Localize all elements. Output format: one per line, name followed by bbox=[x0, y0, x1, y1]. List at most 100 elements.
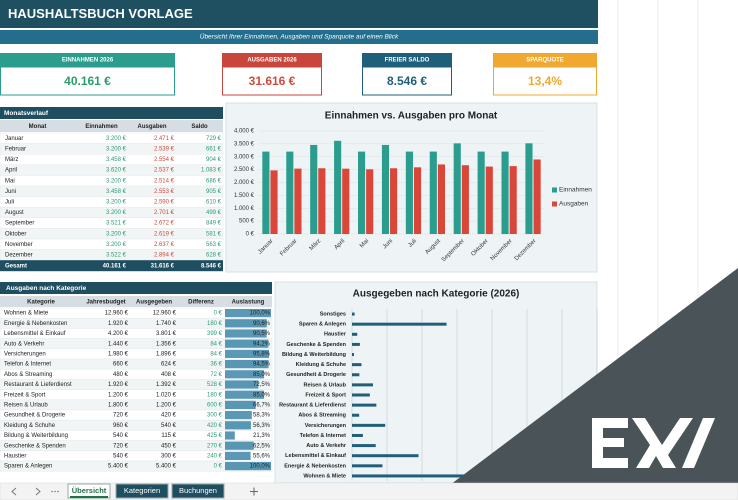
table-cell: 2.637 € bbox=[154, 242, 175, 248]
bar bbox=[352, 312, 355, 316]
bar bbox=[334, 140, 342, 234]
bar bbox=[352, 454, 419, 458]
table-cell: 1.896 € bbox=[156, 351, 177, 357]
utilization-bar bbox=[225, 360, 269, 369]
legend-label: Einnahmen bbox=[559, 187, 592, 194]
bar bbox=[352, 464, 383, 468]
bar bbox=[352, 444, 376, 448]
bar bbox=[381, 144, 390, 234]
y-tick-label: 3.500 € bbox=[234, 141, 255, 147]
table-cell: 72 € bbox=[210, 372, 222, 378]
y-tick-label: Energie & Nebenkosten bbox=[284, 463, 346, 469]
table-cell: 686 € bbox=[206, 178, 222, 184]
bar bbox=[352, 383, 373, 387]
table-cell: 1.920 € bbox=[108, 321, 129, 327]
kpi-label: EINNAHMEN 2026 bbox=[62, 58, 114, 64]
table-cell: 408 € bbox=[161, 372, 177, 378]
bar bbox=[352, 393, 370, 397]
table-title: Ausgaben nach Kategorie bbox=[6, 285, 87, 292]
y-tick-label: Reisen & Urlaub bbox=[304, 382, 347, 388]
utilization-label: 21,3% bbox=[253, 433, 271, 439]
bar bbox=[477, 151, 485, 234]
table-cell: 849 € bbox=[206, 221, 222, 227]
table-cell: 581 € bbox=[206, 231, 222, 237]
bar bbox=[461, 165, 469, 234]
table-cell: Geschenke & Spenden bbox=[4, 443, 66, 449]
column-header: Differenz bbox=[188, 300, 214, 306]
table-cell: April bbox=[5, 168, 17, 174]
column-header: Jahresbudget bbox=[86, 300, 125, 306]
utilization-bar bbox=[225, 411, 252, 420]
table-cell: 610 € bbox=[206, 199, 222, 205]
page-title: HAUSHALTSBUCH VORLAGE bbox=[8, 6, 193, 21]
bar bbox=[352, 413, 360, 417]
y-tick-label: Abos & Streaming bbox=[298, 413, 346, 419]
utilization-label: 58,3% bbox=[253, 413, 271, 419]
utilization-label: 85,0% bbox=[253, 372, 271, 378]
more-dot bbox=[54, 490, 56, 493]
table-cell: 729 € bbox=[206, 136, 222, 142]
table-cell: 2.672 € bbox=[154, 221, 175, 227]
table-cell: 2.554 € bbox=[154, 157, 175, 163]
logo-e bbox=[592, 418, 628, 468]
y-tick-label: 0 € bbox=[246, 232, 255, 238]
table-cell: 84 € bbox=[210, 351, 222, 357]
bar bbox=[270, 170, 278, 234]
add-sheet[interactable] bbox=[250, 487, 258, 496]
kpi-body bbox=[362, 66, 452, 96]
utilization-bar bbox=[225, 309, 271, 318]
table-cell: 2.619 € bbox=[154, 231, 175, 237]
table-title-bar bbox=[0, 107, 223, 119]
y-tick-label: 2.000 € bbox=[234, 180, 255, 186]
table-cell: Oktober bbox=[5, 231, 26, 237]
table-cell: 84 € bbox=[210, 341, 222, 347]
table-cell: 499 € bbox=[206, 210, 222, 216]
column-header: Einnahmen bbox=[85, 124, 118, 130]
table-cell: 420 € bbox=[161, 413, 177, 419]
bar bbox=[509, 166, 517, 234]
utilization-bar bbox=[225, 400, 256, 409]
table-cell: 628 € bbox=[206, 252, 222, 258]
table-cell: Mai bbox=[5, 178, 15, 184]
table-cell: 300 € bbox=[161, 453, 177, 459]
y-tick-label: Bildung & Weiterbildung bbox=[282, 352, 346, 358]
table-cell: Abos & Streaming bbox=[4, 372, 52, 378]
y-tick-label: Versicherungen bbox=[305, 423, 347, 429]
kpi-body bbox=[222, 66, 322, 96]
utilization-label: 95,8% bbox=[253, 351, 271, 357]
scroll-left[interactable] bbox=[11, 487, 17, 496]
table-cell: 1.980 € bbox=[108, 351, 129, 357]
y-tick-label: Sparen & Anlegen bbox=[299, 322, 347, 328]
table-cell: 2.539 € bbox=[154, 146, 175, 152]
utilization-label: 100,0% bbox=[250, 311, 271, 317]
bar bbox=[352, 353, 355, 357]
table-cell: 425 € bbox=[207, 433, 223, 439]
bar bbox=[453, 143, 461, 234]
table-cell: 1.083 € bbox=[201, 168, 222, 174]
sheet-tab[interactable] bbox=[115, 483, 169, 499]
table-cell: 0 € bbox=[214, 311, 223, 317]
table-cell: Bildung & Weiterbildung bbox=[4, 433, 68, 439]
table-cell: 1.200 € bbox=[108, 392, 129, 398]
table-cell: 3.200 € bbox=[106, 199, 127, 205]
sheet-tab-label: Buchungen bbox=[179, 486, 217, 495]
table-cell: 3.200 € bbox=[106, 231, 127, 237]
utilization-bar bbox=[225, 349, 270, 358]
scroll-right[interactable] bbox=[35, 487, 41, 496]
table-cell: 1.392 € bbox=[156, 382, 177, 388]
table-cell: November bbox=[5, 242, 33, 248]
table-cell: Kleidung & Schuhe bbox=[4, 423, 56, 429]
kpi-header bbox=[362, 53, 452, 67]
table-cell: 240 € bbox=[207, 453, 223, 459]
table-cell: 2.894 € bbox=[154, 252, 175, 258]
table-cell: 420 € bbox=[207, 423, 223, 429]
table-cell: 5.400 € bbox=[156, 464, 177, 470]
table-cell: 960 € bbox=[113, 423, 129, 429]
table-cell: 540 € bbox=[113, 433, 129, 439]
utilization-bar bbox=[225, 451, 251, 460]
sheet-tab-label: Kategorien bbox=[124, 486, 160, 495]
sheet-tab[interactable] bbox=[171, 483, 225, 499]
bar bbox=[501, 151, 509, 234]
table-cell: Januar bbox=[5, 136, 23, 142]
more-dot bbox=[57, 490, 59, 493]
